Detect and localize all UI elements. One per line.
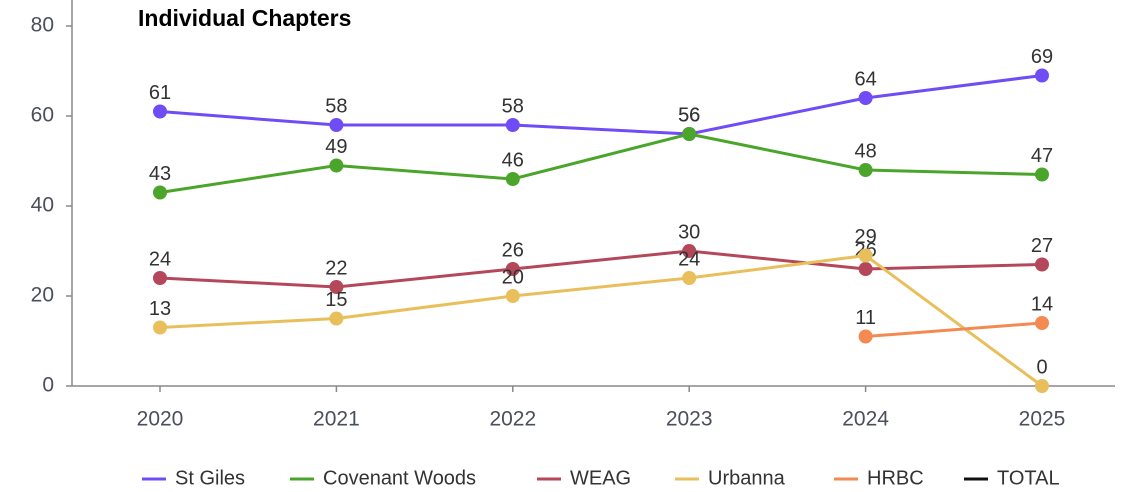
data-label: 20: [502, 266, 524, 288]
x-tick-label: 2020: [137, 408, 184, 431]
y-tick-label: 40: [31, 194, 54, 217]
data-label: 15: [325, 289, 347, 311]
data-point: [153, 185, 167, 200]
data-label: 58: [325, 95, 347, 117]
data-point: [505, 289, 520, 303]
data-point: [858, 163, 873, 177]
x-tick-label: 2025: [1019, 408, 1066, 431]
y-tick-label: 20: [31, 284, 54, 307]
x-tick-label: 2022: [489, 408, 536, 431]
data-label: 58: [502, 95, 524, 117]
data-point: [329, 158, 344, 173]
data-label: 56: [678, 104, 700, 126]
data-label: 27: [1031, 235, 1053, 257]
data-point: [153, 271, 167, 285]
data-point: [682, 244, 697, 258]
data-label: 49: [325, 136, 347, 158]
data-label: 56: [678, 104, 700, 126]
data-point: [682, 271, 697, 285]
data-point: [1035, 68, 1049, 83]
data-label: 61: [149, 82, 171, 104]
series-line: [865, 321, 1043, 338]
data-label: 64: [854, 68, 876, 90]
data-point: [505, 118, 520, 132]
legend-label: TOTAL: [997, 467, 1060, 489]
data-label: 22: [325, 257, 347, 279]
data-point: [153, 320, 167, 335]
data-point: [153, 104, 167, 119]
data-point: [1035, 316, 1049, 330]
y-tick-label: 80: [31, 14, 54, 37]
data-point: [1035, 167, 1049, 182]
legend-label: Urbanna: [708, 467, 786, 489]
series-line: [159, 74, 1043, 136]
data-point: [1035, 257, 1049, 272]
data-point: [505, 262, 520, 276]
data-label: 48: [854, 140, 876, 162]
x-tick-label: 2021: [313, 408, 360, 431]
data-label: 29: [854, 226, 876, 248]
data-label: 47: [1031, 145, 1053, 167]
x-tick-label: 2024: [842, 408, 889, 431]
legend-label: Covenant Woods: [323, 467, 476, 489]
series-line: [159, 132, 1043, 194]
data-label: 30: [678, 221, 700, 243]
data-point: [1035, 379, 1049, 393]
data-point: [858, 329, 873, 344]
data-label: 24: [678, 248, 700, 270]
data-label: 11: [855, 307, 876, 329]
series-line: [159, 253, 1043, 388]
data-point: [682, 127, 697, 141]
y-tick-label: 0: [42, 374, 54, 397]
data-label: 0: [1036, 356, 1047, 378]
legend-label: HRBC: [867, 467, 924, 489]
data-point: [505, 172, 520, 186]
data-point: [329, 311, 344, 326]
data-point: [329, 280, 344, 294]
series-line: [159, 249, 1043, 289]
legend-label: St Giles: [175, 467, 245, 489]
data-label: 24: [149, 248, 171, 270]
x-tick-label: 2023: [666, 408, 713, 431]
data-label: 69: [1031, 46, 1053, 68]
data-label: 43: [149, 163, 171, 185]
data-point: [858, 91, 873, 105]
chart-title: Individual Chapters: [138, 5, 351, 31]
data-label: 14: [1031, 293, 1053, 315]
data-point: [858, 262, 873, 276]
data-point: [329, 118, 344, 132]
data-label: 46: [502, 149, 524, 171]
y-tick-label: 60: [31, 104, 54, 127]
data-label: 26: [502, 239, 524, 261]
data-label: 13: [149, 298, 171, 320]
data-point: [858, 248, 873, 263]
legend-label: WEAG: [570, 467, 631, 489]
